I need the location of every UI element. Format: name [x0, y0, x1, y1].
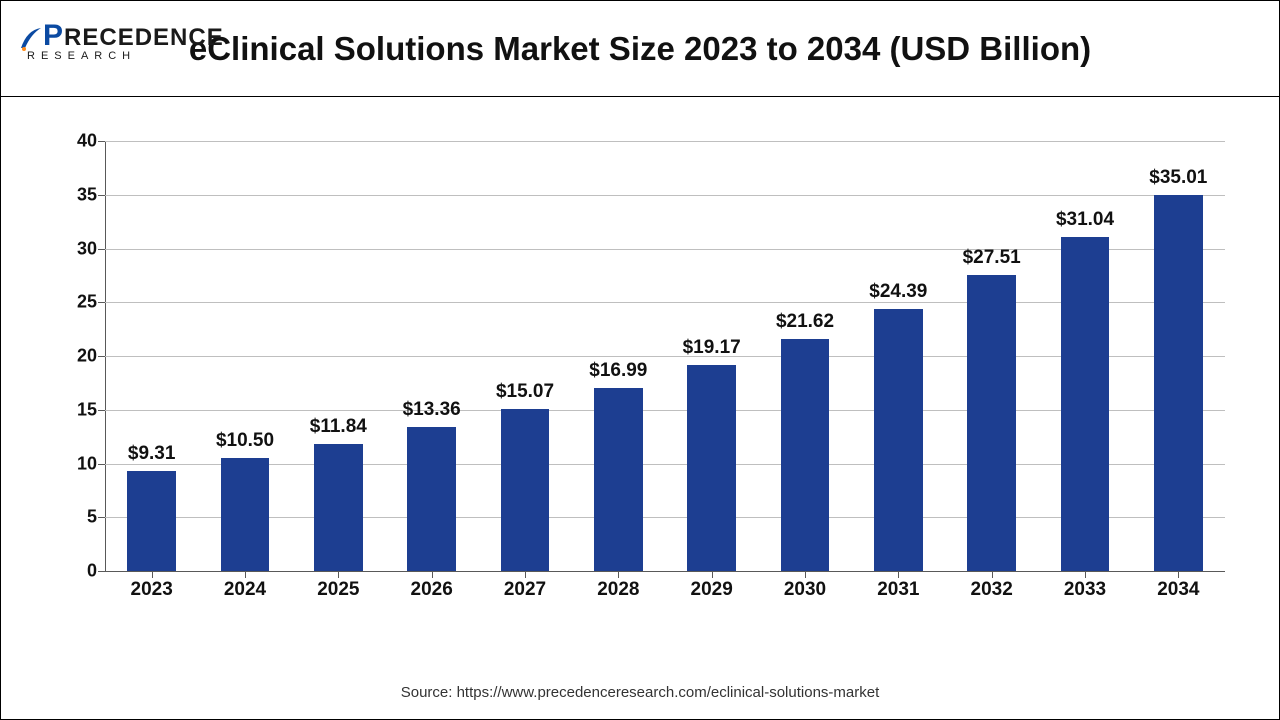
ytick-label: 20 — [65, 346, 97, 367]
chart-area: 0510152025303540$9.312023$10.502024$11.8… — [45, 141, 1245, 611]
bar-value-label: $24.39 — [853, 281, 943, 303]
logo-block: PRECEDENCE RESEARCH — [19, 19, 224, 62]
bar-value-label: $15.07 — [480, 381, 570, 403]
gridline — [105, 464, 1225, 465]
xtick-mark — [245, 571, 246, 578]
xtick-mark — [898, 571, 899, 578]
ytick-mark — [98, 249, 105, 250]
ytick-mark — [98, 464, 105, 465]
ytick-label: 0 — [65, 561, 97, 582]
bar — [221, 458, 270, 571]
header: PRECEDENCE RESEARCH eClinical Solutions … — [1, 1, 1279, 97]
xtick-mark — [1178, 571, 1179, 578]
ytick-label: 10 — [65, 453, 97, 474]
logo-text: PRECEDENCE — [19, 19, 224, 54]
logo: PRECEDENCE RESEARCH — [19, 19, 224, 62]
ytick-label: 40 — [65, 131, 97, 152]
xtick-mark — [152, 571, 153, 578]
bar — [407, 427, 456, 571]
xtick-label: 2026 — [387, 579, 477, 601]
x-axis-line — [105, 571, 1225, 572]
xtick-mark — [992, 571, 993, 578]
xtick-label: 2033 — [1040, 579, 1130, 601]
bar — [1154, 195, 1203, 571]
gridline — [105, 410, 1225, 411]
gridline — [105, 302, 1225, 303]
bar — [314, 444, 363, 571]
xtick-label: 2023 — [107, 579, 197, 601]
gridline — [105, 141, 1225, 142]
plot-region: 0510152025303540$9.312023$10.502024$11.8… — [105, 141, 1225, 571]
xtick-label: 2029 — [667, 579, 757, 601]
xtick-mark — [805, 571, 806, 578]
bar-value-label: $13.36 — [387, 399, 477, 421]
ytick-label: 15 — [65, 399, 97, 420]
bar-value-label: $9.31 — [107, 443, 197, 465]
xtick-label: 2034 — [1133, 579, 1223, 601]
ytick-mark — [98, 571, 105, 572]
gridline — [105, 356, 1225, 357]
logo-p: P — [43, 19, 64, 52]
xtick-label: 2028 — [573, 579, 663, 601]
ytick-mark — [98, 141, 105, 142]
ytick-label: 5 — [65, 507, 97, 528]
bar — [781, 339, 830, 571]
ytick-mark — [98, 517, 105, 518]
bar-value-label: $19.17 — [667, 337, 757, 359]
logo-rest: RECEDENCE — [64, 24, 224, 51]
bar — [874, 309, 923, 571]
bar-value-label: $27.51 — [947, 247, 1037, 269]
bar — [594, 388, 643, 571]
xtick-mark — [338, 571, 339, 578]
xtick-label: 2031 — [853, 579, 943, 601]
ytick-mark — [98, 302, 105, 303]
ytick-mark — [98, 195, 105, 196]
bar — [127, 471, 176, 571]
ytick-label: 30 — [65, 238, 97, 259]
xtick-label: 2030 — [760, 579, 850, 601]
bar-value-label: $21.62 — [760, 311, 850, 333]
ytick-label: 25 — [65, 292, 97, 313]
ytick-mark — [98, 356, 105, 357]
bar — [967, 275, 1016, 571]
bar — [501, 409, 550, 571]
bar — [687, 365, 736, 571]
xtick-label: 2024 — [200, 579, 290, 601]
xtick-label: 2025 — [293, 579, 383, 601]
source-caption: Source: https://www.precedenceresearch.c… — [1, 684, 1279, 701]
xtick-mark — [432, 571, 433, 578]
xtick-label: 2027 — [480, 579, 570, 601]
xtick-mark — [525, 571, 526, 578]
bar-value-label: $10.50 — [200, 430, 290, 452]
bar-value-label: $31.04 — [1040, 209, 1130, 231]
xtick-label: 2032 — [947, 579, 1037, 601]
bar-value-label: $16.99 — [573, 360, 663, 382]
ytick-mark — [98, 410, 105, 411]
gridline — [105, 249, 1225, 250]
logo-swoosh-icon — [19, 24, 43, 54]
xtick-mark — [712, 571, 713, 578]
gridline — [105, 195, 1225, 196]
bar — [1061, 237, 1110, 571]
bar-value-label: $11.84 — [293, 416, 383, 438]
ytick-label: 35 — [65, 184, 97, 205]
gridline — [105, 517, 1225, 518]
xtick-mark — [1085, 571, 1086, 578]
xtick-mark — [618, 571, 619, 578]
bar-value-label: $35.01 — [1133, 167, 1223, 189]
